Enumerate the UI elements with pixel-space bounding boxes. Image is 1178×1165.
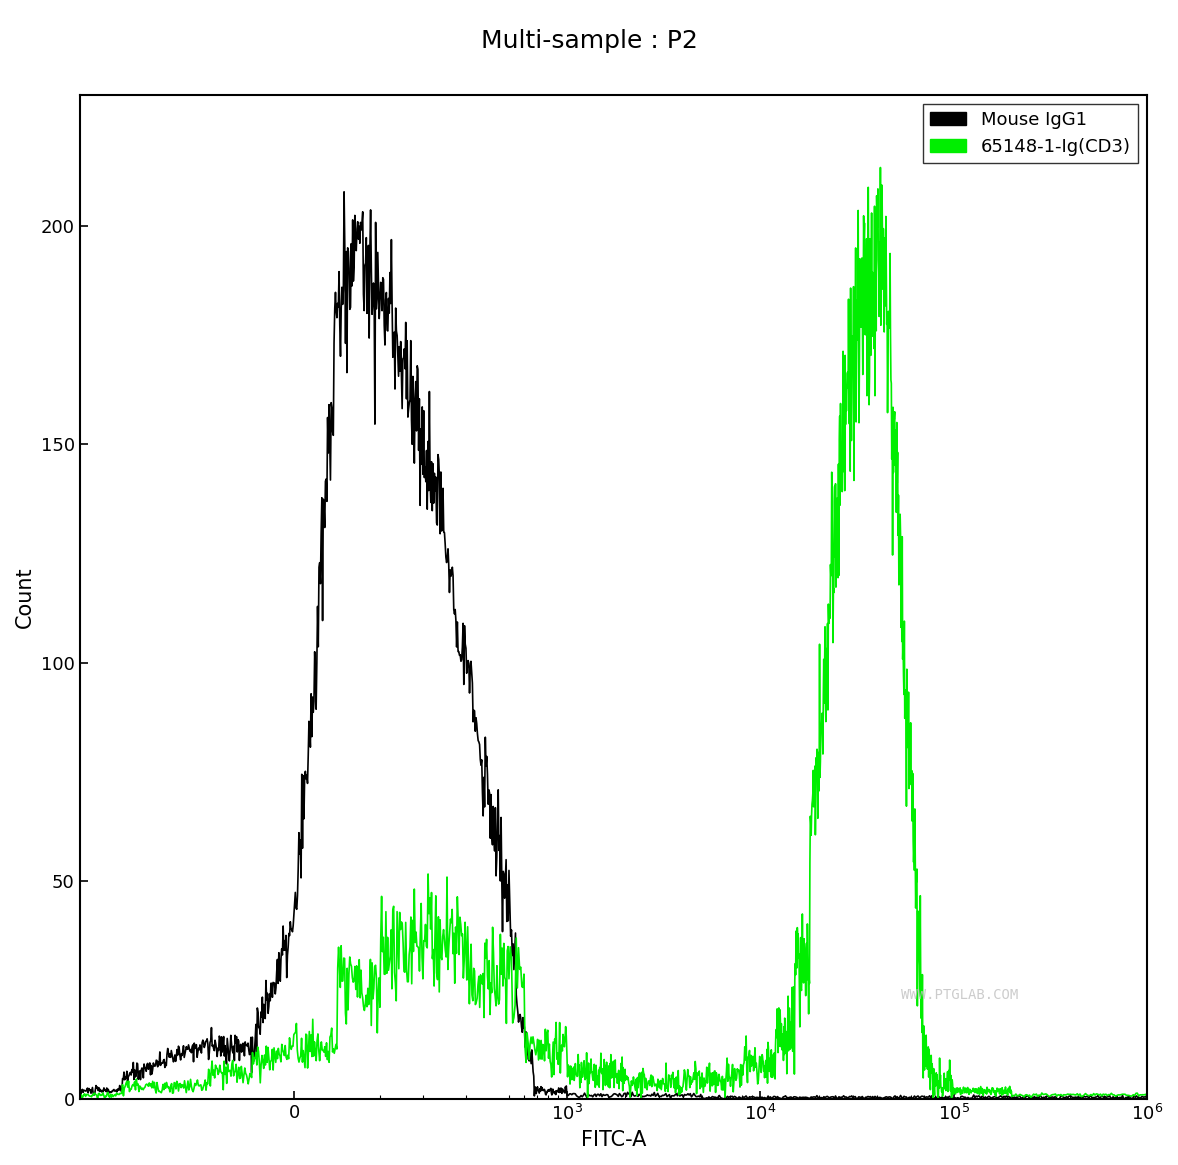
65148-1-Ig(CD3) (350, 990, 364, 1004)
Mouse IgG1 (537, 1083, 551, 1097)
Mouse IgG1 (327, 336, 342, 350)
65148-1-Ig(CD3) (873, 161, 887, 175)
65148-1-Ig(CD3) (1140, 1089, 1154, 1103)
65148-1-Ig(CD3) (812, 746, 826, 760)
Mouse IgG1 (1054, 1089, 1068, 1103)
Line: Mouse IgG1: Mouse IgG1 (80, 192, 1147, 1100)
Mouse IgG1 (73, 1081, 87, 1095)
Mouse IgG1 (647, 1086, 661, 1100)
65148-1-Ig(CD3) (756, 1064, 770, 1078)
Legend: Mouse IgG1, 65148-1-Ig(CD3): Mouse IgG1, 65148-1-Ig(CD3) (922, 104, 1138, 163)
65148-1-Ig(CD3) (926, 1093, 940, 1107)
Mouse IgG1 (729, 1092, 743, 1106)
65148-1-Ig(CD3) (932, 1074, 946, 1088)
65148-1-Ig(CD3) (802, 976, 816, 990)
Mouse IgG1 (304, 687, 318, 701)
Text: Multi-sample : P2: Multi-sample : P2 (481, 29, 697, 54)
Line: 65148-1-Ig(CD3): 65148-1-Ig(CD3) (80, 168, 1147, 1100)
Mouse IgG1 (953, 1093, 967, 1107)
Mouse IgG1 (337, 185, 351, 199)
65148-1-Ig(CD3) (690, 1068, 704, 1082)
X-axis label: FITC-A: FITC-A (581, 1130, 646, 1150)
Y-axis label: Count: Count (15, 566, 35, 628)
65148-1-Ig(CD3) (73, 1087, 87, 1101)
Text: WWW.PTGLAB.COM: WWW.PTGLAB.COM (901, 988, 1019, 1002)
Mouse IgG1 (1140, 1088, 1154, 1102)
